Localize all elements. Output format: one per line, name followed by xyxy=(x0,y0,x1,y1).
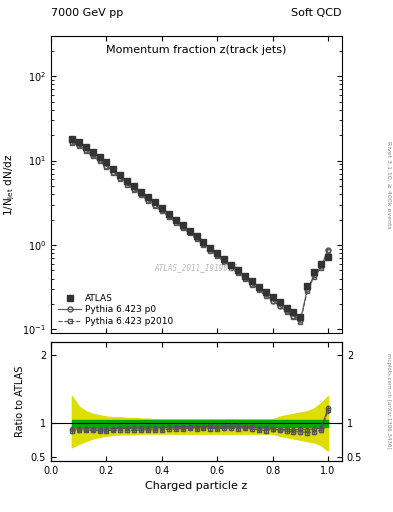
Y-axis label: Ratio to ATLAS: Ratio to ATLAS xyxy=(15,366,25,437)
X-axis label: Charged particle z: Charged particle z xyxy=(145,481,248,491)
Legend: ATLAS, Pythia 6.423 p0, Pythia 6.423 p2010: ATLAS, Pythia 6.423 p0, Pythia 6.423 p20… xyxy=(55,291,176,329)
Text: mcplots.cern.ch [arXiv:1306.3436]: mcplots.cern.ch [arXiv:1306.3436] xyxy=(386,353,391,449)
Text: ATLAS_2011_I919017: ATLAS_2011_I919017 xyxy=(155,263,238,272)
Text: 7000 GeV pp: 7000 GeV pp xyxy=(51,8,123,18)
Text: Rivet 3.1.10, ≥ 400k events: Rivet 3.1.10, ≥ 400k events xyxy=(386,141,391,228)
Text: Soft QCD: Soft QCD xyxy=(292,8,342,18)
Text: Momentum fraction z(track jets): Momentum fraction z(track jets) xyxy=(107,45,286,55)
Y-axis label: 1/N$_{\rm jet}$ dN/dz: 1/N$_{\rm jet}$ dN/dz xyxy=(2,154,17,216)
